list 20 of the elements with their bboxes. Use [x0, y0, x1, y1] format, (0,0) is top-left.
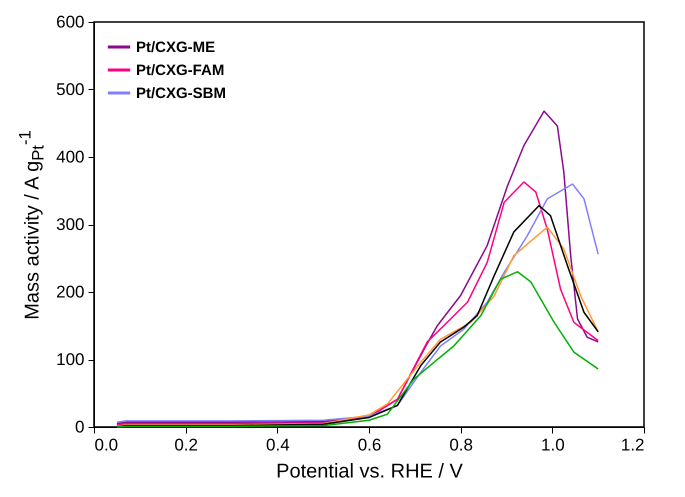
x-axis-title: Potential vs. RHE / V — [276, 460, 464, 482]
x-tick-label: 1.2 — [620, 436, 644, 454]
y-tick-label: 200 — [56, 282, 84, 302]
y-tick-label: 300 — [56, 215, 84, 234]
x-tick-label: 1.0 — [541, 436, 565, 454]
x-tick-label: 0.8 — [449, 436, 473, 454]
line-series — [116, 110, 599, 424]
y-tick-label: 500 — [56, 80, 84, 99]
x-tick-label: 0.6 — [358, 436, 382, 454]
y-tick-label: 600 — [56, 12, 84, 32]
legend-label: Pt/CXG-ME — [136, 39, 216, 56]
x-tick-label: 0.0 — [94, 436, 118, 454]
line-series — [116, 271, 599, 428]
x-tick-label: 0.4 — [266, 436, 290, 454]
legend-label: Pt/CXG-FAM — [136, 62, 224, 79]
y-tick-label: 0 — [75, 418, 84, 436]
legend-label: Pt/CXG-SBM — [136, 85, 226, 102]
x-tick-label: 0.2 — [174, 436, 198, 454]
y-tick-label: 100 — [56, 350, 84, 369]
y-tick-label: 400 — [56, 148, 84, 166]
